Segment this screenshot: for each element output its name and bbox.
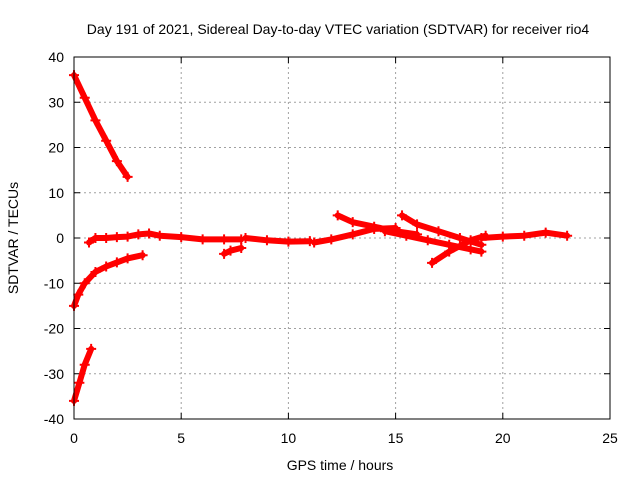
- data-point: [540, 227, 551, 238]
- data-point: [133, 229, 144, 240]
- data-point: [562, 230, 573, 241]
- data-point: [101, 233, 112, 243]
- data-point: [122, 253, 133, 264]
- data-point: [111, 257, 122, 268]
- data-point: [90, 266, 101, 277]
- data-point: [283, 236, 294, 247]
- series-arc-curve-negative: [69, 250, 148, 311]
- data-point: [444, 246, 455, 257]
- data-point: [369, 221, 380, 232]
- data-point: [465, 244, 476, 255]
- data-point: [122, 171, 133, 182]
- data-point: [84, 237, 95, 248]
- data-point: [86, 343, 97, 354]
- data-point: [122, 231, 133, 242]
- data-point: [144, 228, 155, 239]
- data-point: [79, 278, 90, 289]
- data-point: [326, 234, 337, 245]
- x-tick-label: 0: [70, 430, 78, 446]
- series-arc-rising-low: [69, 343, 97, 406]
- x-tick-labels: 0 5 10 15 20 25: [70, 430, 618, 446]
- x-tick-label: 10: [281, 430, 297, 446]
- y-tick-labels: -40 -30 -20 -10 0 10 20 30 40: [44, 49, 64, 427]
- y-tick-label: 20: [48, 140, 64, 156]
- y-tick-label: -30: [44, 366, 64, 382]
- y-axis-label: SDTVAR / TECUs: [5, 182, 21, 294]
- y-tick-label: 40: [48, 49, 64, 65]
- series-arc-main-near-zero: [84, 228, 247, 248]
- data-point: [422, 235, 433, 246]
- x-tick-label: 15: [388, 430, 404, 446]
- series-arc-8-11h: [240, 233, 315, 247]
- series-line: [71, 345, 95, 404]
- y-tick-label: -40: [44, 411, 64, 427]
- data-point: [332, 210, 343, 221]
- y-tick-label: 30: [48, 94, 64, 110]
- data-point: [347, 217, 358, 228]
- data-point: [476, 233, 487, 243]
- y-tick-label: 10: [48, 185, 64, 201]
- data-point: [309, 237, 320, 248]
- series-arc-19-23h: [476, 227, 573, 243]
- x-tick-label: 25: [602, 430, 618, 446]
- data-point: [219, 234, 230, 245]
- data-point: [111, 156, 122, 167]
- data-point: [74, 377, 85, 388]
- x-axis-label: GPS time / hours: [287, 457, 394, 473]
- data-point: [197, 234, 208, 245]
- data-point: [433, 226, 444, 237]
- series-arc-short-7h: [219, 242, 247, 259]
- data-point: [137, 250, 148, 261]
- data-point: [236, 242, 247, 253]
- data-point: [519, 230, 530, 241]
- data-point: [397, 210, 408, 221]
- data-point: [225, 245, 236, 256]
- data-series: [69, 70, 573, 406]
- data-point: [90, 115, 101, 126]
- data-point: [154, 230, 165, 241]
- series-line: [71, 72, 131, 180]
- data-point: [347, 229, 358, 240]
- chart-title: Day 191 of 2021, Sidereal Day-to-day VTE…: [87, 21, 590, 37]
- data-point: [90, 233, 101, 243]
- data-point: [219, 248, 230, 259]
- data-point: [454, 233, 465, 243]
- data-point: [401, 230, 412, 241]
- series-arc-14-19h-lower: [379, 226, 487, 257]
- y-tick-label: 0: [56, 230, 64, 246]
- data-point: [497, 231, 508, 242]
- data-point: [476, 246, 487, 257]
- data-point: [101, 261, 112, 272]
- data-point: [379, 226, 390, 237]
- data-point: [101, 135, 112, 146]
- data-point: [73, 289, 84, 300]
- data-point: [240, 233, 251, 243]
- data-point: [79, 92, 90, 103]
- data-point: [111, 232, 122, 243]
- data-point: [176, 232, 187, 243]
- series-arc-descending-high: [69, 70, 133, 182]
- x-tick-label: 20: [495, 430, 511, 446]
- series-line: [242, 235, 313, 245]
- series-line: [86, 230, 245, 246]
- data-point: [261, 235, 272, 246]
- plot-frame: [73, 56, 611, 420]
- data-point: [412, 219, 423, 230]
- data-point: [79, 359, 90, 370]
- x-tick-label: 5: [177, 430, 185, 446]
- y-tick-label: -20: [44, 321, 64, 337]
- y-tick-label: -10: [44, 275, 64, 291]
- data-point: [427, 257, 438, 268]
- data-point: [465, 235, 476, 246]
